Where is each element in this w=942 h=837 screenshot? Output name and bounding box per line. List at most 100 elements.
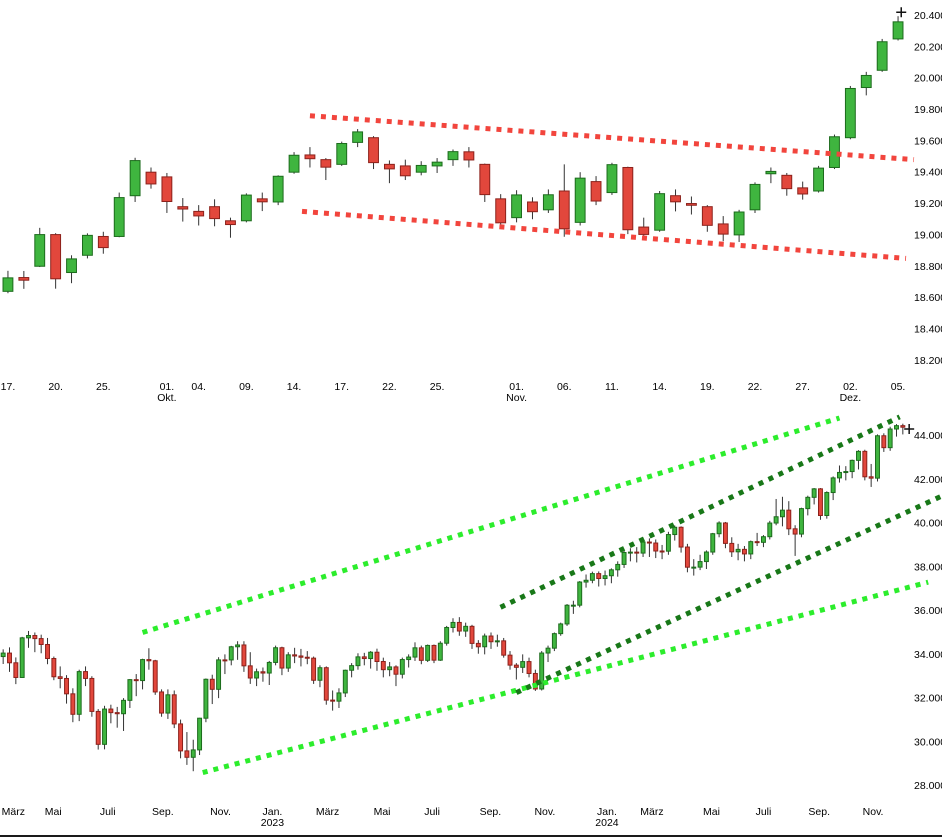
x-axis-label: 09. [239,381,254,393]
bullish-candle [830,477,836,494]
bullish-candle [102,708,108,745]
bullish-candle [551,633,557,649]
bearish-candle [622,166,634,231]
bullish-candle [511,194,523,219]
bearish-candle [241,644,247,667]
x-axis-label: Juli [100,806,116,818]
y-axis-label: 19.400 [914,167,942,179]
bearish-candle [330,699,336,702]
daily-candlestick-chart[interactable]: 20.40020.20020.00019.80019.60019.40019.2… [0,0,942,410]
bullish-candle [798,508,804,535]
bearish-candle [18,277,30,281]
bullish-candle [735,548,741,553]
y-axis-label: 19.000 [914,229,942,241]
bearish-candle [70,693,76,715]
bearish-candle [741,548,747,555]
bullish-candle [349,665,355,671]
bearish-candle [646,541,652,544]
x-axis-label: Jan. [597,806,617,818]
bearish-candle [50,234,62,280]
bullish-candle [336,142,348,165]
bullish-candle [437,642,443,661]
bullish-candle [574,177,586,223]
chart-panel-bottom: 44.000 42.000 40.000 38.000 36.000 34.000 32.0… [0,410,942,837]
bearish-candle [193,210,205,217]
x-axis-label: 20. [48,381,63,393]
x-axis-label: Sep. [152,806,174,818]
weekly-candlestick-chart[interactable]: 44.000 42.000 40.000 38.000 36.000 34.000 32.0… [0,410,942,837]
x-axis-label: Jan. [263,806,283,818]
x-axis-label: 05. [891,381,906,393]
resistance-trendline-upper[interactable] [309,113,915,163]
y-axis-label: 42.000 [914,474,942,486]
bearish-candle [222,659,228,662]
x-axis-label: 02. [843,381,858,393]
bearish-candle [383,163,395,170]
channel-upper-dark-green[interactable] [499,414,901,610]
channel-lower-light-green[interactable] [202,579,929,775]
bullish-candle [570,604,576,607]
channel-upper-light-green[interactable] [141,415,841,635]
bearish-candle [7,652,12,664]
bullish-candle [665,534,671,552]
last-price-marker [896,7,907,18]
bearish-candle [95,710,101,745]
bullish-candle [368,651,374,660]
bearish-candle [754,541,760,544]
bearish-candle [792,528,798,535]
x-axis-label: Mai [45,806,62,818]
bullish-candle [450,621,456,628]
bearish-candle [797,187,809,195]
bearish-candle [868,476,874,479]
y-axis-label: 32.000 [914,693,942,705]
bearish-candle [152,660,158,693]
bullish-candle [894,425,899,430]
bullish-candle [615,563,621,571]
bearish-candle [184,750,190,758]
bullish-candle [81,234,93,256]
bearish-candle [57,676,63,679]
bearish-candle [145,171,157,185]
y-axis-label: 20.200 [914,41,942,53]
x-axis-label: 14. [287,381,302,393]
bearish-candle [51,658,57,678]
x-axis-sublabel: Okt. [157,392,176,404]
bearish-candle [653,542,659,552]
bullish-candle [387,666,393,671]
bearish-candle [178,723,184,752]
bullish-candle [773,516,779,524]
bullish-candle [76,671,82,715]
bullish-candle [748,541,754,555]
bullish-candle [34,234,46,267]
x-axis-label: 19. [700,381,715,393]
channel-lower-dark-green[interactable] [515,493,942,695]
x-axis-label: Mai [703,806,720,818]
bearish-candle [781,174,793,190]
bearish-candle [513,664,519,668]
bullish-candle [849,459,855,473]
bearish-candle [862,450,868,478]
bullish-candle [272,175,284,203]
bearish-candle [634,551,640,554]
bullish-candle [602,575,608,580]
bearish-candle [64,677,69,695]
x-axis-label: 17. [1,381,16,393]
y-axis-label: 18.400 [914,323,942,335]
bullish-candle [2,277,14,292]
bullish-candle [876,41,888,71]
bullish-candle [813,167,825,192]
y-axis-label: 30.000 [914,736,942,748]
y-axis-label: 19.200 [914,198,942,210]
bullish-candle [875,435,880,479]
y-axis-label: 36.000 [914,605,942,617]
x-axis-label: 22. [382,381,397,393]
bearish-candle [89,677,95,712]
x-axis-label: 01. [509,381,524,393]
bullish-candle [860,74,872,89]
bearish-candle [678,526,684,548]
bearish-candle [527,201,538,213]
support-trendline-lower[interactable] [301,208,907,261]
bearish-candle [818,488,823,517]
bearish-candle [133,679,139,682]
x-axis-label: März [640,806,663,818]
